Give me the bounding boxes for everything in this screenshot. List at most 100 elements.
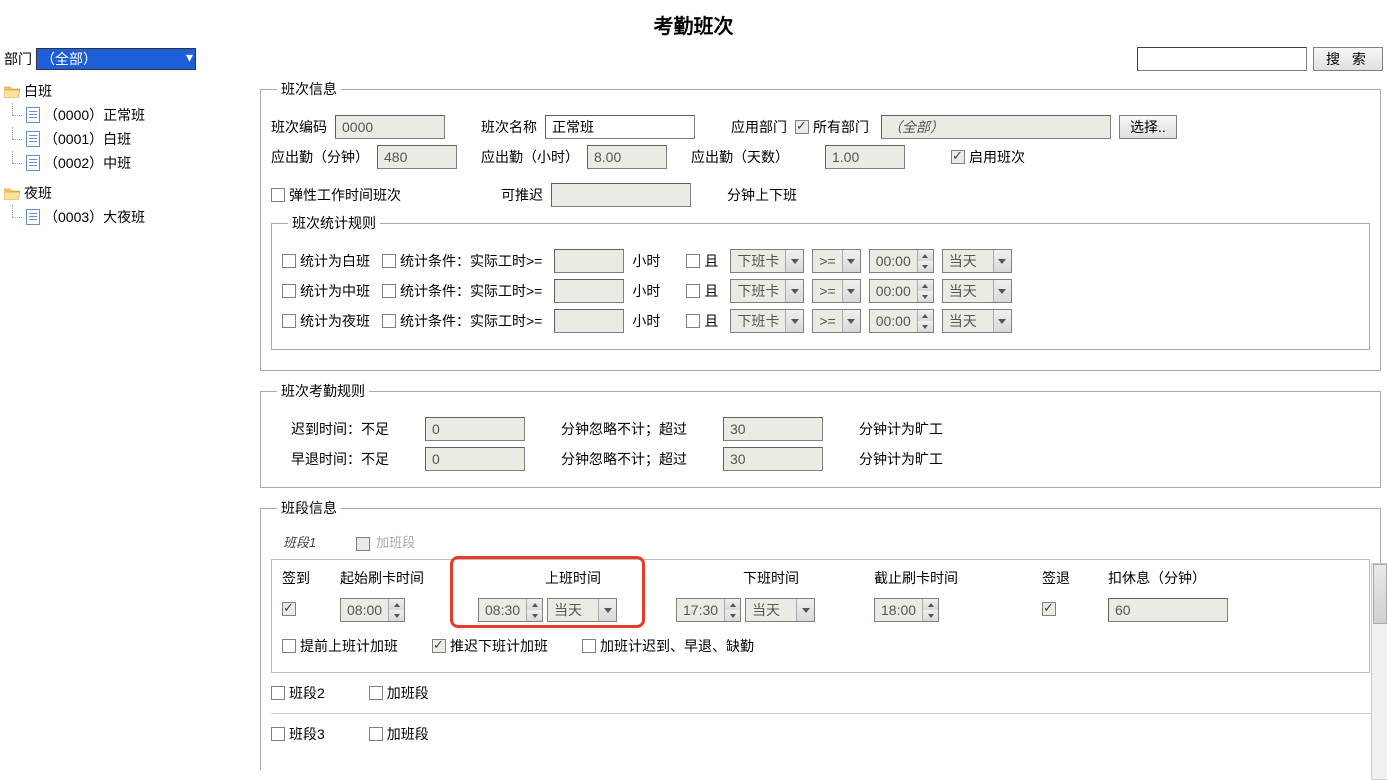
- search-button[interactable]: 搜 索: [1313, 47, 1383, 71]
- stat-cond-checkbox[interactable]: 统计条件：实际工时>=: [382, 281, 542, 301]
- name-field[interactable]: [545, 115, 695, 139]
- stat-time-spinner[interactable]: 00:00: [869, 249, 934, 273]
- early-over-field: [723, 447, 823, 471]
- tree-group-night[interactable]: 夜班: [4, 181, 256, 205]
- late-mid-text: 分钟忽略不计；超过: [561, 419, 687, 439]
- stat-hours-field: [554, 249, 624, 273]
- attend-min-label: 应出勤（分钟）: [271, 147, 369, 167]
- stat-time-spinner[interactable]: 00:00: [869, 309, 934, 333]
- shift-info-legend: 班次信息: [277, 79, 341, 99]
- seg2-ot-checkbox[interactable]: 加班段: [369, 683, 429, 703]
- stat-rule-row: 统计为中班统计条件：实际工时>=小时且下班卡>=00:00当天: [282, 279, 1359, 303]
- hdr-signout: 签退: [1042, 568, 1100, 588]
- hdr-startcard: 起始刷卡时间: [340, 568, 470, 588]
- stat-cond-label: 统计条件：实际工时>=: [400, 251, 542, 271]
- segment1-box: 签到 起始刷卡时间 上班时间 下班时间 截止刷卡时间 签退 扣休息（分钟） 08…: [271, 559, 1370, 673]
- shift-info-fieldset: 班次信息 班次编码 班次名称 应用部门 所有部门 选择.. 应出勤（分钟） 应出…: [260, 79, 1381, 371]
- stat-cond-checkbox[interactable]: 统计条件：实际工时>=: [382, 311, 542, 331]
- stat-and-checkbox[interactable]: 且: [686, 311, 718, 331]
- file-icon: [26, 209, 40, 225]
- select-dept-button[interactable]: 选择..: [1119, 115, 1177, 139]
- segment-tab1[interactable]: 班段1: [283, 532, 316, 551]
- scrollbar[interactable]: [1371, 563, 1387, 780]
- stat-op-select[interactable]: >=: [812, 309, 860, 333]
- tree-group-night-label: 夜班: [24, 183, 52, 203]
- stat-and-label: 且: [704, 311, 718, 331]
- stat-cond-checkbox[interactable]: 统计条件：实际工时>=: [382, 251, 542, 271]
- stat-card-select[interactable]: 下班卡: [730, 279, 804, 303]
- stat-and-checkbox[interactable]: 且: [686, 281, 718, 301]
- ot-early-label: 提前上班计加班: [300, 636, 398, 656]
- code-label: 班次编码: [271, 117, 327, 137]
- early-label: 早退时间：不足: [291, 449, 389, 469]
- delay-label: 可推迟: [501, 185, 543, 205]
- late-label: 迟到时间：不足: [291, 419, 389, 439]
- ot-late-checkbox[interactable]: 推迟下班计加班: [432, 636, 548, 656]
- tree-item-0002[interactable]: （0002）中班: [26, 151, 256, 175]
- tree-item-0003[interactable]: （0003）大夜班: [26, 205, 256, 229]
- flex-checkbox[interactable]: 弹性工作时间班次: [271, 185, 401, 205]
- all-dept-checkbox[interactable]: 所有部门: [795, 117, 869, 137]
- stat-day-select[interactable]: 当天: [942, 309, 1012, 333]
- hour-label: 小时: [632, 311, 660, 331]
- ot-count-checkbox[interactable]: 加班计迟到、早退、缺勤: [582, 636, 754, 656]
- stat-day-select[interactable]: 当天: [942, 249, 1012, 273]
- scrollbar-thumb[interactable]: [1373, 564, 1387, 624]
- attend-min-field: [377, 145, 457, 169]
- early-mid-text: 分钟忽略不计；超过: [561, 449, 687, 469]
- tree-item-0000[interactable]: （0000）正常班: [26, 103, 256, 127]
- stat-cond-label: 统计条件：实际工时>=: [400, 311, 542, 331]
- hdr-offtime: 下班时间: [676, 568, 866, 588]
- stat-card-select[interactable]: 下班卡: [730, 249, 804, 273]
- attend-day-label: 应出勤（天数）: [691, 147, 789, 167]
- stat-as-checkbox[interactable]: 统计为夜班: [282, 311, 370, 331]
- segment-legend: 班段信息: [277, 498, 341, 518]
- late-over-field: [723, 417, 823, 441]
- seg3-label: 班段3: [289, 724, 325, 744]
- seg2-checkbox[interactable]: 班段2: [271, 683, 325, 703]
- stat-as-checkbox[interactable]: 统计为白班: [282, 251, 370, 271]
- off-time-spinner[interactable]: 17:30: [676, 598, 741, 622]
- on-time-spinner[interactable]: 08:30: [478, 598, 543, 622]
- stat-as-checkbox[interactable]: 统计为中班: [282, 281, 370, 301]
- signout-checkbox[interactable]: [1042, 602, 1056, 616]
- stat-rules-legend: 班次统计规则: [288, 213, 380, 233]
- hdr-rest: 扣休息（分钟）: [1108, 568, 1258, 588]
- tree-item-0001[interactable]: （0001）白班: [26, 127, 256, 151]
- dept-label: 部门: [4, 49, 32, 69]
- folder-open-icon: [4, 187, 20, 200]
- stat-time-spinner[interactable]: 00:00: [869, 279, 934, 303]
- tree-item-label: （0002）中班: [44, 153, 131, 173]
- tree-group-day[interactable]: 白班: [4, 79, 256, 103]
- dept-select-value: （全部）: [41, 51, 97, 67]
- seg3-checkbox[interactable]: 班段3: [271, 724, 325, 744]
- apply-dept-label: 应用部门: [731, 117, 787, 137]
- end-card-time-spinner[interactable]: 18:00: [874, 598, 939, 622]
- seg3-ot-checkbox[interactable]: 加班段: [369, 724, 429, 744]
- start-card-time-spinner[interactable]: 08:00: [340, 598, 405, 622]
- stat-cond-label: 统计条件：实际工时>=: [400, 281, 542, 301]
- enable-shift-label: 启用班次: [969, 147, 1025, 167]
- hdr-ontime: 上班时间: [478, 568, 668, 588]
- stat-and-checkbox[interactable]: 且: [686, 251, 718, 271]
- stat-op-select[interactable]: >=: [812, 249, 860, 273]
- stat-op-select[interactable]: >=: [812, 279, 860, 303]
- tree-item-label: （0000）正常班: [44, 105, 145, 125]
- off-day-select[interactable]: 当天: [745, 598, 815, 622]
- attend-hr-label: 应出勤（小时）: [481, 147, 579, 167]
- enable-shift-checkbox[interactable]: 启用班次: [951, 147, 1025, 167]
- ot-early-checkbox[interactable]: 提前上班计加班: [282, 636, 398, 656]
- segment-tab2[interactable]: 加班段: [356, 532, 415, 551]
- search-input[interactable]: [1137, 47, 1307, 71]
- stat-rule-row: 统计为夜班 统计条件：实际工时>= 小时 且下班卡 >= 00:00 当天: [282, 309, 1359, 333]
- stat-day-select[interactable]: 当天: [942, 279, 1012, 303]
- dept-select[interactable]: （全部） ▾: [36, 48, 196, 70]
- ot-count-label: 加班计迟到、早退、缺勤: [600, 636, 754, 656]
- stat-card-select[interactable]: 下班卡: [730, 309, 804, 333]
- late-suffix: 分钟计为旷工: [859, 419, 943, 439]
- stat-as-label: 统计为白班: [300, 251, 370, 271]
- signin-checkbox[interactable]: [282, 602, 296, 616]
- on-day-select[interactable]: 当天: [547, 598, 617, 622]
- stat-as-label: 统计为夜班: [300, 311, 370, 331]
- attend-day-field: [825, 145, 905, 169]
